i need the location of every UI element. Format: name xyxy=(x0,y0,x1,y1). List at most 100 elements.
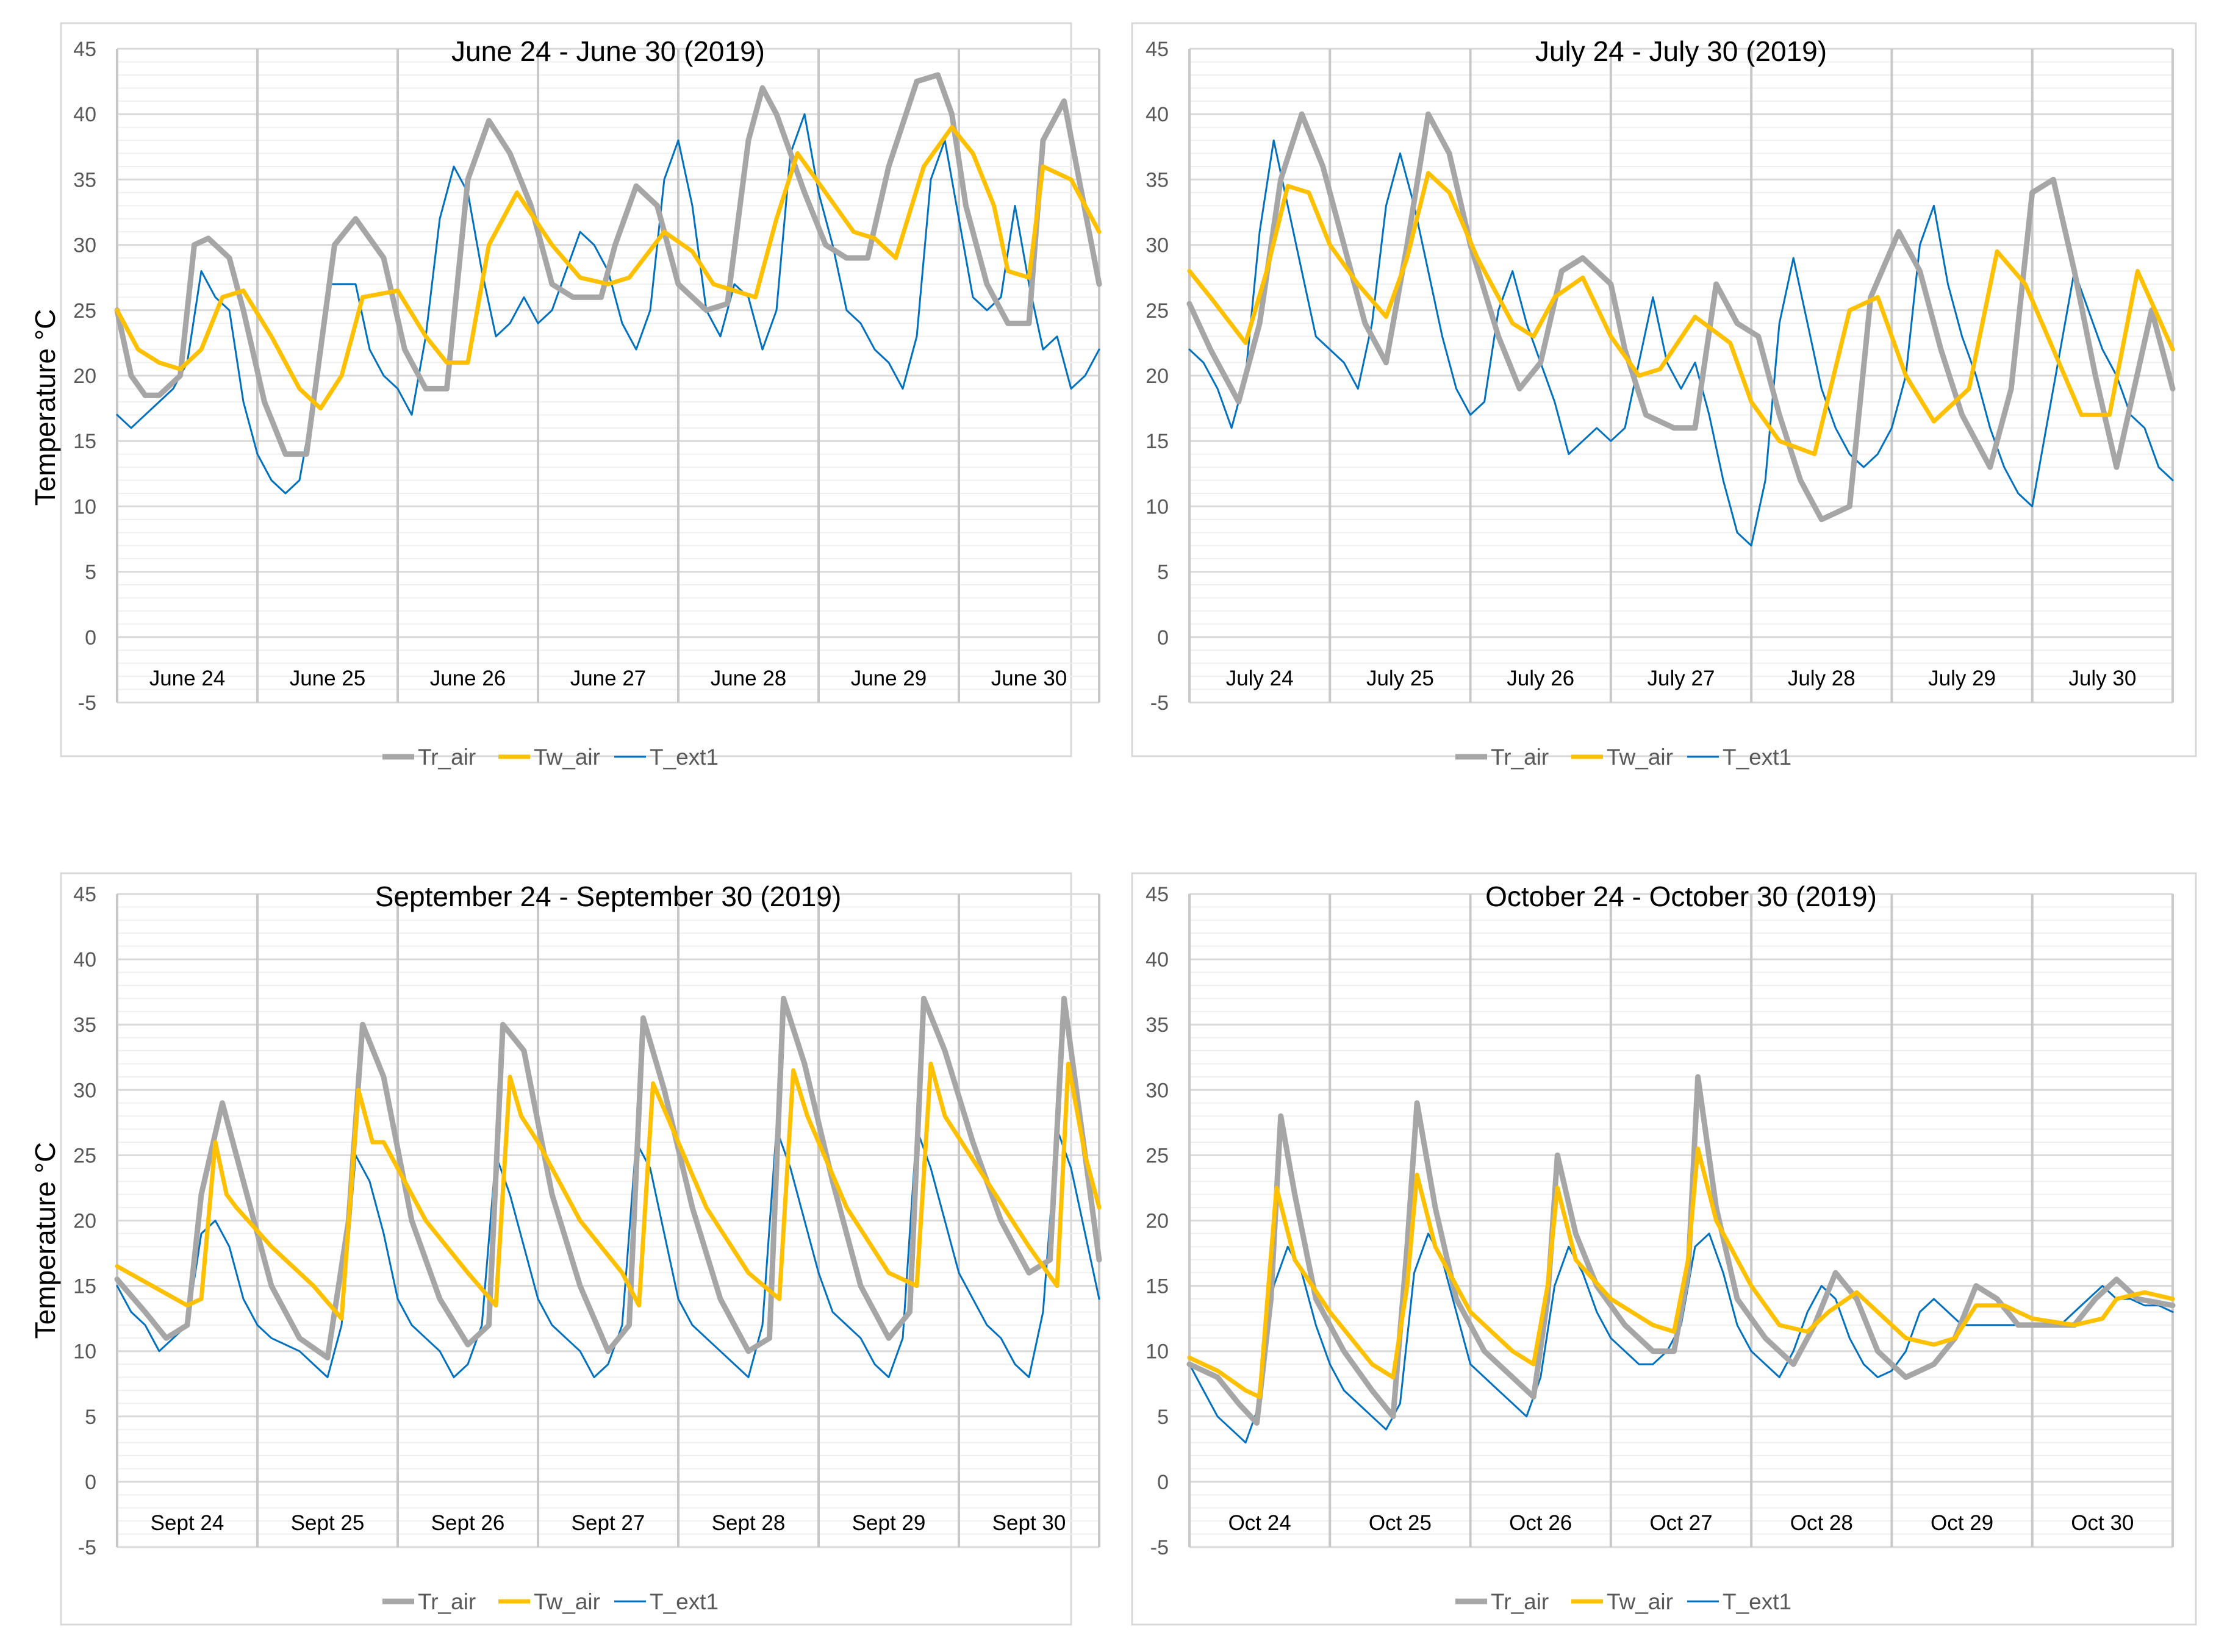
y-tick-label: 25 xyxy=(1146,1144,1169,1167)
chart-title: June 24 - June 30 (2019) xyxy=(451,35,765,67)
chart-border xyxy=(1131,22,2197,757)
y-tick-label: 40 xyxy=(73,948,96,971)
y-tick-label: 30 xyxy=(73,1079,96,1102)
y-tick-label: 20 xyxy=(73,1210,96,1233)
x-day-label: Oct 27 xyxy=(1649,1511,1712,1535)
y-axis-label: Temperature °C xyxy=(29,1142,61,1339)
y-tick-label: 0 xyxy=(1157,1471,1169,1494)
y-tick-label: 30 xyxy=(73,234,96,257)
y-tick-label: 5 xyxy=(85,1406,96,1429)
x-day-label: June 27 xyxy=(570,667,647,690)
y-tick-label: 30 xyxy=(1146,234,1169,257)
series-line-t-ext1 xyxy=(116,1128,1100,1378)
chart-title: July 24 - July 30 (2019) xyxy=(1535,35,1827,67)
y-tick-label: 0 xyxy=(85,626,96,649)
y-tick-label: 25 xyxy=(73,299,96,323)
y-tick-label: 45 xyxy=(1146,883,1169,906)
legend-label: Tr_air xyxy=(418,1589,476,1614)
y-tick-label: 20 xyxy=(1146,1210,1169,1233)
x-day-label: July 25 xyxy=(1366,667,1434,690)
x-day-label: Oct 30 xyxy=(2071,1511,2134,1535)
x-day-label: July 28 xyxy=(1788,667,1856,690)
y-tick-label: 15 xyxy=(1146,430,1169,453)
chart-title: September 24 - September 30 (2019) xyxy=(375,881,842,912)
x-day-label: June 26 xyxy=(430,667,506,690)
legend-label: Tr_air xyxy=(1491,745,1549,770)
series-line-tw-air xyxy=(115,125,1102,411)
legend-label: T_ext1 xyxy=(650,745,719,770)
x-day-label: July 26 xyxy=(1507,667,1574,690)
x-day-label: Oct 24 xyxy=(1228,1511,1291,1535)
series-line-tr-air xyxy=(1186,1074,2176,1426)
x-day-label: Oct 28 xyxy=(1790,1511,1853,1535)
legend-label: T_ext1 xyxy=(1723,745,1791,770)
chart-panel-4: -5 0 5 10 15 20 25 30 35 40 45 Oct 24 Oct 25 Oct 26 Oc… xyxy=(1131,872,2197,1626)
x-day-label: June 24 xyxy=(149,667,226,690)
y-tick-label: -5 xyxy=(1150,692,1169,715)
y-tick-label: 0 xyxy=(1157,626,1169,649)
y-tick-label: 10 xyxy=(73,1340,96,1364)
legend-label: Tr_air xyxy=(1491,1589,1549,1614)
y-tick-label: 10 xyxy=(1146,495,1169,518)
y-tick-label: 5 xyxy=(85,561,96,584)
x-day-label: June 25 xyxy=(290,667,366,690)
y-tick-label: -5 xyxy=(78,1536,96,1559)
series-line-tr-air xyxy=(114,72,1102,457)
y-tick-label: 35 xyxy=(73,1014,96,1037)
chart-border xyxy=(60,22,1072,757)
y-axis-label: Temperature °C xyxy=(29,309,61,506)
series-line-tr-air xyxy=(114,995,1102,1361)
y-tick-label: 25 xyxy=(1146,299,1169,323)
chart-panel-1: -5 0 5 10 15 20 25 30 35 40 45 June 24 June 25 June 2… xyxy=(60,22,1102,770)
legend-label: Tr_air xyxy=(418,745,476,770)
y-tick-label: 20 xyxy=(1146,365,1169,388)
y-tick-label: 20 xyxy=(73,365,96,388)
y-tick-label: 15 xyxy=(73,430,96,453)
y-tick-label: 10 xyxy=(73,495,96,518)
y-tick-label: 30 xyxy=(1146,1079,1169,1102)
x-day-label: June 29 xyxy=(851,667,927,690)
legend-label: T_ext1 xyxy=(650,1589,719,1614)
y-tick-label: 45 xyxy=(1146,38,1169,61)
series-line-t-ext1 xyxy=(1188,139,2174,547)
y-tick-label: 35 xyxy=(1146,168,1169,191)
legend-label: Tw_air xyxy=(534,745,600,770)
legend-label: Tw_air xyxy=(1607,745,1673,770)
x-day-label: Sept 24 xyxy=(151,1511,224,1535)
y-tick-label: 45 xyxy=(73,38,96,61)
y-tick-label: 10 xyxy=(1146,1340,1169,1364)
y-tick-label: 25 xyxy=(73,1144,96,1167)
y-tick-label: 15 xyxy=(1146,1275,1169,1298)
x-day-label: July 29 xyxy=(1928,667,1996,690)
y-tick-label: 45 xyxy=(73,883,96,906)
chart-panel-3: -5 0 5 10 15 20 25 30 35 40 45 Sept 24 Sept 25 Sept 2… xyxy=(60,872,1102,1626)
y-tick-label: 15 xyxy=(73,1275,96,1298)
y-tick-label: 40 xyxy=(73,103,96,126)
y-tick-label: 0 xyxy=(85,1471,96,1494)
x-day-label: June 28 xyxy=(711,667,787,690)
x-day-label: Sept 28 xyxy=(712,1511,786,1535)
series-line-tw-air xyxy=(1187,1146,2175,1400)
series-line-tw-air xyxy=(115,1062,1102,1321)
y-tick-label: 40 xyxy=(1146,103,1169,126)
y-tick-label: -5 xyxy=(78,692,96,715)
chart-title: October 24 - October 30 (2019) xyxy=(1485,881,1877,912)
legend-label: T_ext1 xyxy=(1723,1589,1791,1614)
x-day-label: July 30 xyxy=(2068,667,2136,690)
y-tick-label: -5 xyxy=(1150,1536,1169,1559)
y-tick-label: 35 xyxy=(73,168,96,191)
x-day-label: Sept 29 xyxy=(852,1511,926,1535)
x-day-label: Oct 26 xyxy=(1509,1511,1572,1535)
legend-label: Tw_air xyxy=(1607,1589,1673,1614)
x-day-label: Sept 27 xyxy=(572,1511,645,1535)
x-day-label: July 27 xyxy=(1648,667,1715,690)
series-line-tw-air xyxy=(1187,171,2175,457)
y-tick-label: 5 xyxy=(1157,1406,1169,1429)
x-day-label: June 30 xyxy=(991,667,1067,690)
y-tick-label: 35 xyxy=(1146,1014,1169,1037)
x-day-label: Sept 25 xyxy=(291,1511,365,1535)
x-day-label: Oct 25 xyxy=(1369,1511,1432,1535)
chart-panel-2: -5 0 5 10 15 20 25 30 35 40 45 July 24 July 25 July 2… xyxy=(1131,22,2197,770)
y-tick-label: 40 xyxy=(1146,948,1169,971)
